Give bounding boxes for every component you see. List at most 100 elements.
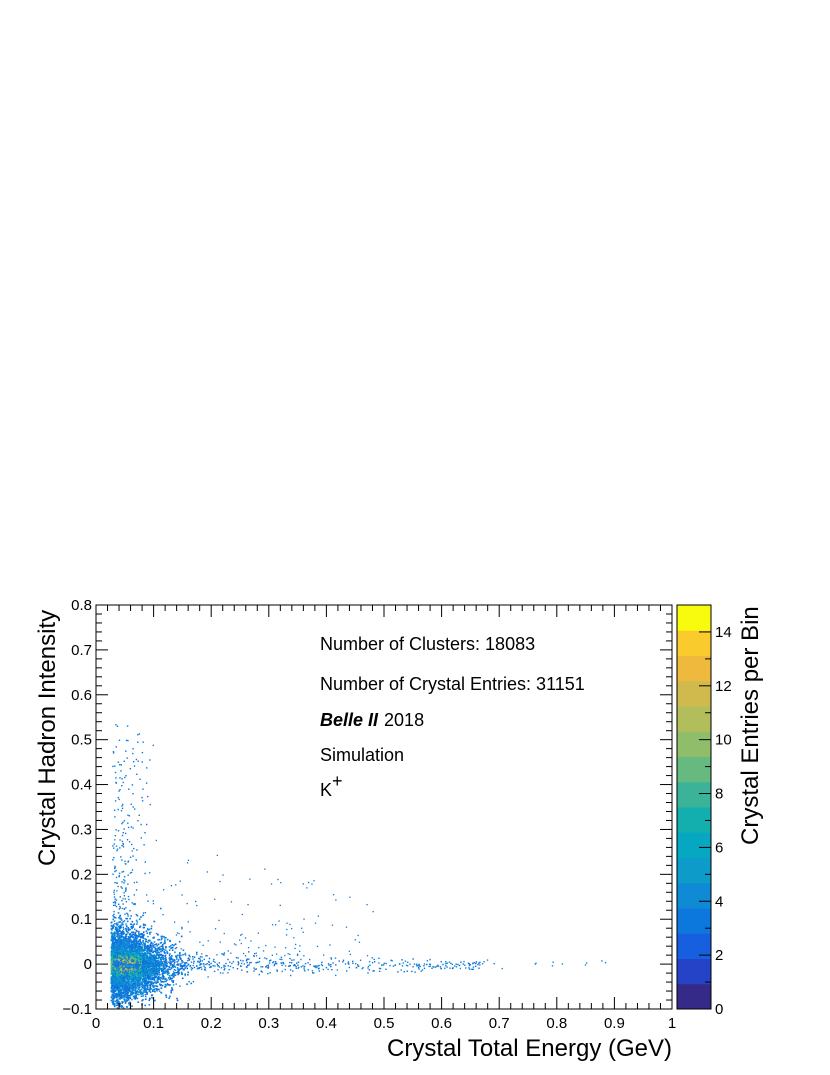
density-bin	[116, 943, 118, 945]
density-bin	[118, 875, 120, 877]
density-bin	[114, 904, 116, 906]
density-bin	[113, 990, 116, 993]
density-bin	[114, 835, 116, 837]
density-bin	[145, 963, 148, 965]
density-bin	[113, 857, 115, 859]
density-bin	[111, 934, 113, 936]
density-bin	[289, 961, 291, 964]
density-bin	[120, 856, 122, 858]
density-bin	[128, 815, 131, 817]
density-bin	[112, 918, 114, 921]
density-bin	[204, 966, 206, 969]
density-bin	[132, 951, 134, 954]
density-bin	[113, 952, 116, 954]
density-bin	[156, 989, 158, 991]
density-bin	[123, 943, 126, 946]
density-bin	[169, 940, 171, 943]
density-bin	[129, 958, 132, 960]
density-bin	[154, 959, 156, 961]
density-bin	[122, 992, 124, 994]
density-bin	[149, 803, 151, 806]
density-bin	[237, 957, 239, 959]
density-bin	[141, 985, 143, 988]
density-bin	[113, 938, 115, 940]
density-bin	[209, 966, 211, 969]
density-bin	[135, 937, 138, 939]
density-bin	[125, 958, 127, 960]
density-bin	[111, 957, 114, 960]
density-bin	[124, 955, 126, 957]
density-bin	[121, 986, 124, 989]
density-bin	[158, 977, 160, 979]
density-bin	[121, 900, 123, 902]
density-bin	[355, 963, 357, 965]
density-bin	[186, 959, 189, 962]
density-bin	[120, 950, 123, 952]
density-bin	[160, 958, 163, 961]
density-bin	[113, 891, 115, 893]
density-bin	[117, 977, 119, 980]
density-bin	[139, 953, 142, 955]
density-bin	[144, 861, 146, 863]
density-bin	[149, 872, 151, 874]
density-bin	[114, 839, 116, 841]
density-bin	[122, 803, 124, 806]
density-bin	[119, 777, 121, 779]
density-bin	[133, 760, 135, 763]
density-bin	[163, 960, 165, 962]
density-bin	[111, 921, 113, 924]
density-bin	[412, 958, 414, 960]
density-bin	[161, 961, 163, 963]
density-bin	[111, 946, 114, 949]
density-bin	[152, 962, 154, 964]
density-bin	[113, 973, 115, 976]
density-bin	[144, 952, 146, 954]
density-bin	[261, 971, 263, 973]
density-bin	[141, 948, 143, 950]
density-bin	[141, 761, 143, 763]
density-bin	[302, 883, 304, 885]
density-bin	[127, 874, 129, 876]
density-bin	[233, 943, 236, 945]
density-bin	[124, 977, 127, 979]
density-bin	[157, 943, 160, 946]
density-bin	[149, 987, 151, 989]
density-bin	[133, 949, 136, 951]
density-bin	[143, 923, 145, 925]
density-bin	[147, 962, 149, 964]
density-bin	[188, 963, 190, 965]
density-bin	[269, 959, 272, 962]
density-bin	[431, 967, 433, 969]
density-bin	[128, 1004, 131, 1006]
density-bin	[113, 997, 115, 1000]
density-bin	[186, 966, 188, 968]
density-bin	[176, 999, 179, 1002]
density-bin	[115, 956, 117, 958]
density-bin	[130, 940, 132, 942]
density-bin	[436, 965, 438, 968]
density-bin	[121, 939, 124, 942]
density-bin	[372, 911, 374, 913]
density-bin	[114, 968, 116, 970]
density-bin	[127, 826, 130, 829]
density-bin	[149, 997, 152, 1000]
density-bin	[346, 970, 348, 972]
density-bin	[284, 968, 286, 971]
density-bin	[130, 925, 133, 928]
density-bin	[113, 951, 115, 953]
density-bin	[146, 966, 148, 968]
density-bin	[149, 953, 151, 956]
density-bin	[140, 954, 143, 957]
density-bin	[134, 940, 136, 942]
density-bin	[154, 961, 157, 963]
density-bin	[151, 956, 153, 959]
density-bin	[125, 937, 127, 939]
density-bin	[392, 965, 395, 967]
density-bin	[143, 945, 146, 948]
density-bin	[458, 964, 461, 967]
density-bin	[321, 964, 324, 967]
density-bin	[144, 954, 146, 956]
density-bin	[122, 832, 124, 834]
density-bin	[144, 953, 146, 955]
density-bin	[119, 945, 121, 948]
